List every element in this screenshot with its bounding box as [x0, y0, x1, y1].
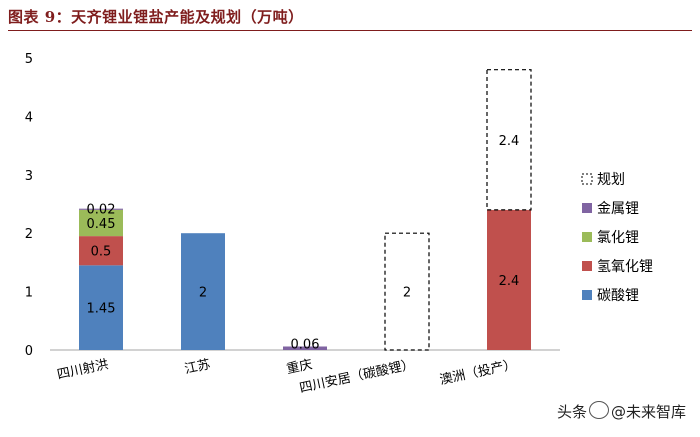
data-label: 2	[199, 286, 207, 301]
watermark-prefix: 头条	[556, 403, 587, 421]
wechat-icon	[588, 401, 609, 419]
data-labels-layer: 1.45 0.5 0.450.02 2 0.06 2 2.4 2.4	[87, 134, 520, 353]
bar-氢氧化锂	[487, 209, 531, 350]
bar-碳酸锂	[181, 233, 225, 350]
data-label: 0.06	[291, 337, 320, 352]
x-tick-label: 澳洲（投产）	[438, 356, 518, 388]
y-tick-label: 3	[25, 169, 33, 184]
legend-swatch	[582, 203, 592, 213]
y-tick-label: 5	[25, 52, 33, 67]
legend-label: 氯化锂	[597, 230, 639, 246]
bar-规划	[486, 69, 532, 211]
y-tick-label: 0	[25, 344, 33, 359]
x-tick-label: 江苏	[183, 356, 212, 377]
bar-氯化锂	[79, 209, 123, 237]
legend-swatch	[582, 261, 592, 271]
data-label: 2.4	[499, 134, 520, 149]
data-label: 1.45	[87, 302, 116, 317]
data-label: 2	[403, 286, 411, 301]
x-tick-label: 四川射洪	[56, 356, 110, 382]
bar-金属锂	[283, 346, 327, 350]
bar-规划	[384, 232, 430, 351]
x-tick-label: 重庆	[285, 356, 314, 377]
data-label: 2.4	[499, 274, 520, 289]
data-label: 0.45	[87, 217, 116, 232]
bar-氢氧化锂	[79, 236, 123, 266]
legend-swatch	[582, 232, 592, 242]
title-divider	[8, 30, 692, 31]
data-label: 0.5	[91, 245, 112, 260]
bar-碳酸锂	[79, 265, 123, 350]
bar-金属锂	[79, 208, 123, 210]
bars-layer	[79, 69, 532, 351]
watermark: 头条 @未来智库	[554, 400, 688, 423]
y-tick-label: 1	[25, 286, 33, 301]
x-tick-label: 四川安居（碳酸锂）	[298, 357, 416, 396]
legend-swatch	[581, 173, 593, 185]
data-label: 0.02	[87, 203, 116, 218]
y-tick-label: 4	[25, 110, 33, 125]
y-tick-label: 2	[25, 227, 33, 242]
legend-label: 碳酸锂	[597, 288, 639, 304]
watermark-handle: @未来智库	[610, 403, 686, 421]
chart-title: 图表 9：天齐锂业锂盐产能及规划（万吨）	[8, 8, 304, 26]
legend-swatch	[582, 290, 592, 300]
legend-label: 金属锂	[597, 201, 639, 217]
legend-label: 规划	[597, 172, 625, 188]
legend-label: 氢氧化锂	[597, 259, 653, 275]
